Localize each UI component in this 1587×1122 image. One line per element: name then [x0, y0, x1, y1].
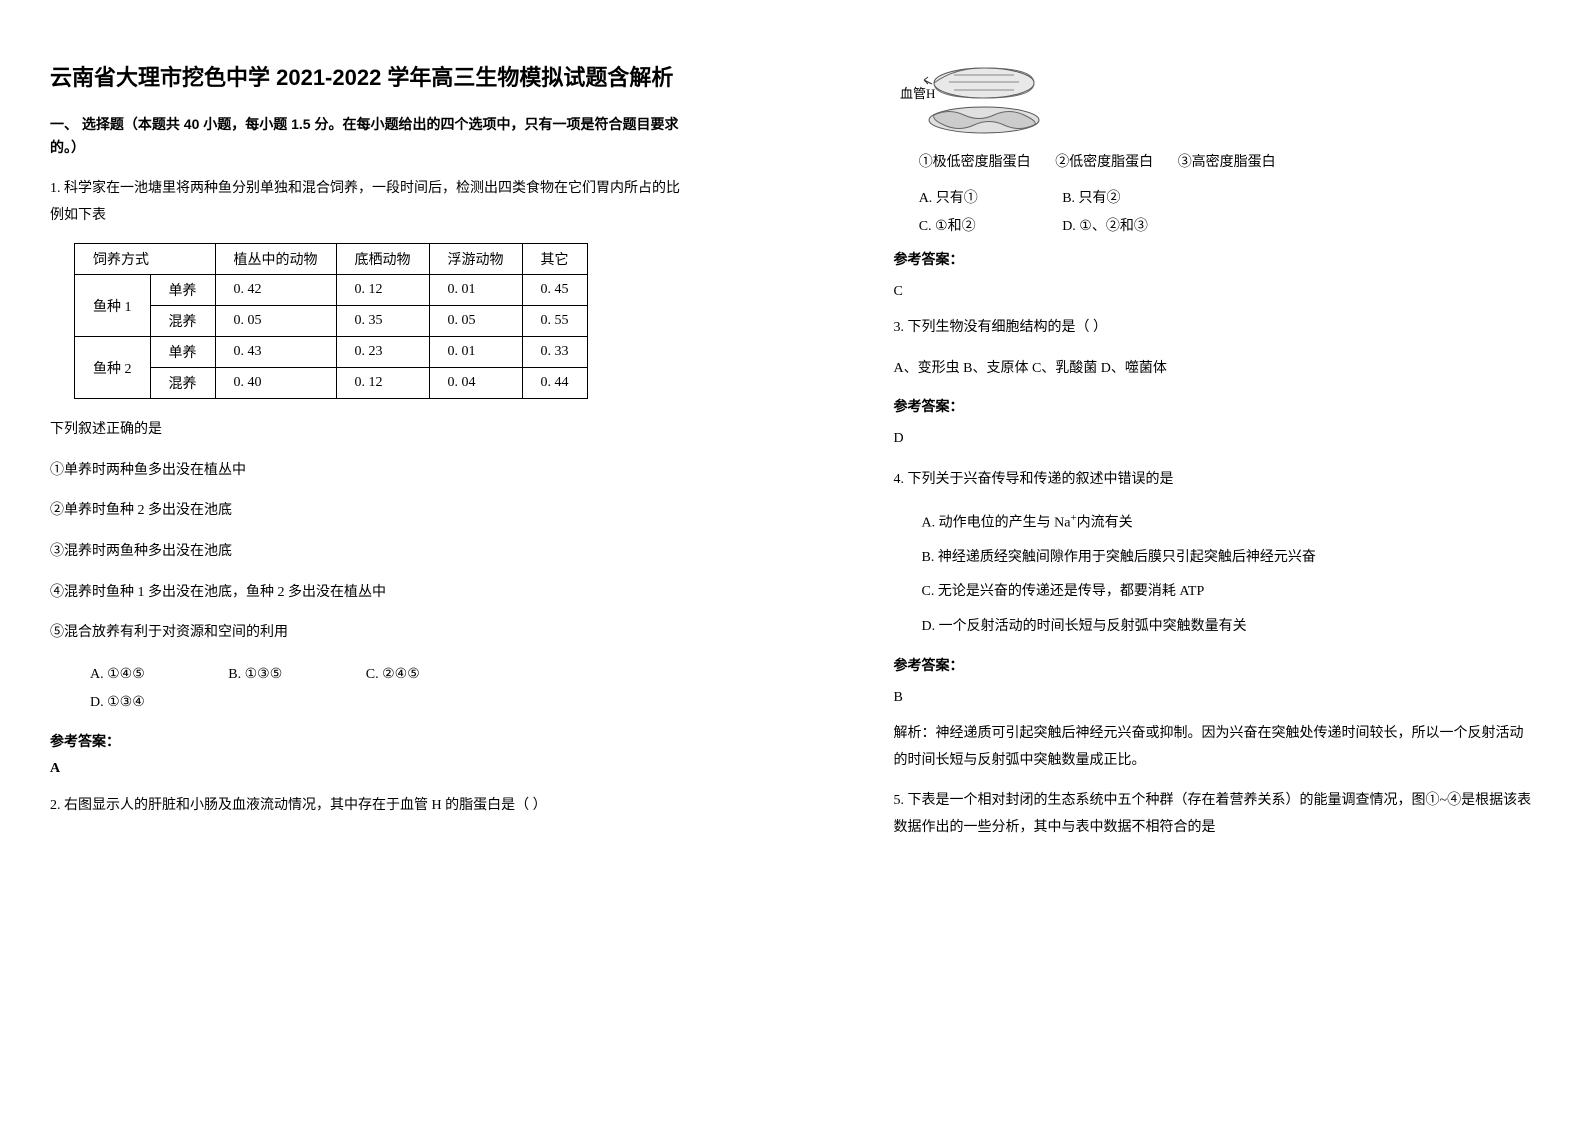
q2-stem: 2. 右图显示人的肝脏和小肠及血液流动情况，其中存在于血管 H 的脂蛋白是（ ） [50, 793, 694, 820]
q1-option-a: A. ①④⑤ [90, 661, 145, 689]
q1-option-c: C. ②④⑤ [366, 661, 420, 689]
table-header: 饲养方式 [75, 244, 216, 275]
q1-answer: A [50, 761, 694, 777]
table-cell: 0. 01 [429, 275, 522, 306]
q2-c1: ①极低密度脂蛋白 [919, 155, 1031, 170]
table-header: 底栖动物 [336, 244, 429, 275]
q4-explain: 解析：神经递质可引起突触后神经元兴奋或抑制。因为兴奋在突触处传递时间较长，所以一… [894, 721, 1538, 774]
q1-option-b: B. ①③⑤ [228, 661, 282, 689]
q2-option-b: B. 只有② [1062, 191, 1120, 206]
table-cell: 0. 05 [215, 306, 336, 337]
q2-option-c: C. ①和② [919, 215, 1059, 235]
q3-options: A、变形虫 B、支原体 C、乳酸菌 D、噬菌体 [894, 356, 1538, 383]
table-cell: 0. 05 [429, 306, 522, 337]
section-heading: 一、 选择题（本题共 40 小题，每小题 1.5 分。在每小题给出的四个选项中，… [50, 113, 694, 158]
table-cell: 混养 [150, 306, 215, 337]
table-header: 浮游动物 [429, 244, 522, 275]
right-column: 血管H ①极低密度脂蛋白 ②低密度脂蛋白 ③高密度脂蛋白 A. 只有① B. 只… [794, 0, 1587, 1122]
table-cell: 0. 40 [215, 368, 336, 399]
q1-choice-4: ④混养时鱼种 1 多出没在池底，鱼种 2 多出没在植丛中 [50, 580, 694, 607]
q4-option-a: A. 动作电位的产生与 Na+内流有关 [894, 508, 1538, 537]
q2-c3: ③高密度脂蛋白 [1178, 155, 1276, 170]
answer-label: 参考答案： [50, 731, 694, 751]
q1-choice-1: ①单养时两种鱼多出没在植丛中 [50, 458, 694, 485]
q1-options: A. ①④⑤ B. ①③⑤ C. ②④⑤ D. ①③④ [90, 661, 694, 717]
table-cell: 0. 42 [215, 275, 336, 306]
table-cell: 0. 55 [522, 306, 587, 337]
table-row: 混养 0. 05 0. 35 0. 05 0. 55 [75, 306, 588, 337]
q3-stem: 3. 下列生物没有细胞结构的是（ ） [894, 315, 1538, 342]
figure-label: 血管H [900, 86, 935, 101]
table-cell: 0. 45 [522, 275, 587, 306]
page-title: 云南省大理市挖色中学 2021-2022 学年高三生物模拟试题含解析 [50, 60, 694, 95]
table-header: 其它 [522, 244, 587, 275]
table-header: 植丛中的动物 [215, 244, 336, 275]
q2-option-d: D. ①、②和③ [1062, 219, 1148, 234]
q1-stem: 1. 科学家在一池塘里将两种鱼分别单独和混合饲养，一段时间后，检测出四类食物在它… [50, 176, 694, 229]
q4-stem: 4. 下列关于兴奋传导和传递的叙述中错误的是 [894, 467, 1538, 494]
q1-choice-2: ②单养时鱼种 2 多出没在池底 [50, 498, 694, 525]
q1-choice-3: ③混养时两鱼种多出没在池底 [50, 539, 694, 566]
q1-table: 饲养方式 植丛中的动物 底栖动物 浮游动物 其它 鱼种 1 单养 0. 42 0… [74, 243, 588, 399]
table-cell: 0. 44 [522, 368, 587, 399]
q1-option-d: D. ①③④ [90, 689, 145, 717]
table-row: 混养 0. 40 0. 12 0. 04 0. 44 [75, 368, 588, 399]
q2-option-a: A. 只有① [919, 187, 1059, 207]
table-header-row: 饲养方式 植丛中的动物 底栖动物 浮游动物 其它 [75, 244, 588, 275]
table-cell: 0. 12 [336, 275, 429, 306]
q2-figure: 血管H [894, 60, 1064, 140]
table-cell: 0. 04 [429, 368, 522, 399]
answer-label: 参考答案： [894, 396, 1538, 416]
q2-opt-row1: A. 只有① B. 只有② [894, 187, 1538, 207]
table-cell: 单养 [150, 275, 215, 306]
q5-stem: 5. 下表是一个相对封闭的生态系统中五个种群（存在着营养关系）的能量调查情况，图… [894, 788, 1538, 841]
q4-answer: B [894, 685, 1538, 712]
table-cell: 0. 23 [336, 337, 429, 368]
q2-c2: ②低密度脂蛋白 [1055, 155, 1153, 170]
q4-oa-text: A. 动作电位的产生与 Na [922, 515, 1071, 530]
table-cell: 0. 01 [429, 337, 522, 368]
q2-circled: ①极低密度脂蛋白 ②低密度脂蛋白 ③高密度脂蛋白 [894, 150, 1538, 177]
q4-oa-tail: 内流有关 [1077, 515, 1133, 530]
answer-label: 参考答案： [894, 249, 1538, 269]
q1-desc: 下列叙述正确的是 [50, 417, 694, 444]
q1-choice-5: ⑤混合放养有利于对资源和空间的利用 [50, 620, 694, 647]
q2-answer: C [894, 279, 1538, 306]
q3-answer: D [894, 426, 1538, 453]
q2-opt-row2: C. ①和② D. ①、②和③ [894, 215, 1538, 235]
table-cell: 0. 35 [336, 306, 429, 337]
table-row: 鱼种 1 单养 0. 42 0. 12 0. 01 0. 45 [75, 275, 588, 306]
table-cell: 0. 43 [215, 337, 336, 368]
table-cell: 0. 33 [522, 337, 587, 368]
q4-option-d: D. 一个反射活动的时间长短与反射弧中突触数量有关 [894, 614, 1538, 641]
table-row: 鱼种 2 单养 0. 43 0. 23 0. 01 0. 33 [75, 337, 588, 368]
answer-label: 参考答案： [894, 655, 1538, 675]
table-cell: 混养 [150, 368, 215, 399]
liver-intestine-icon [924, 68, 1039, 133]
table-cell: 鱼种 1 [75, 275, 151, 337]
table-cell: 鱼种 2 [75, 337, 151, 399]
q4-option-c: C. 无论是兴奋的传递还是传导，都要消耗 ATP [894, 579, 1538, 606]
left-column: 云南省大理市挖色中学 2021-2022 学年高三生物模拟试题含解析 一、 选择… [0, 0, 794, 1122]
table-cell: 0. 12 [336, 368, 429, 399]
q4-option-b: B. 神经递质经突触间隙作用于突触后膜只引起突触后神经元兴奋 [894, 545, 1538, 572]
table-cell: 单养 [150, 337, 215, 368]
